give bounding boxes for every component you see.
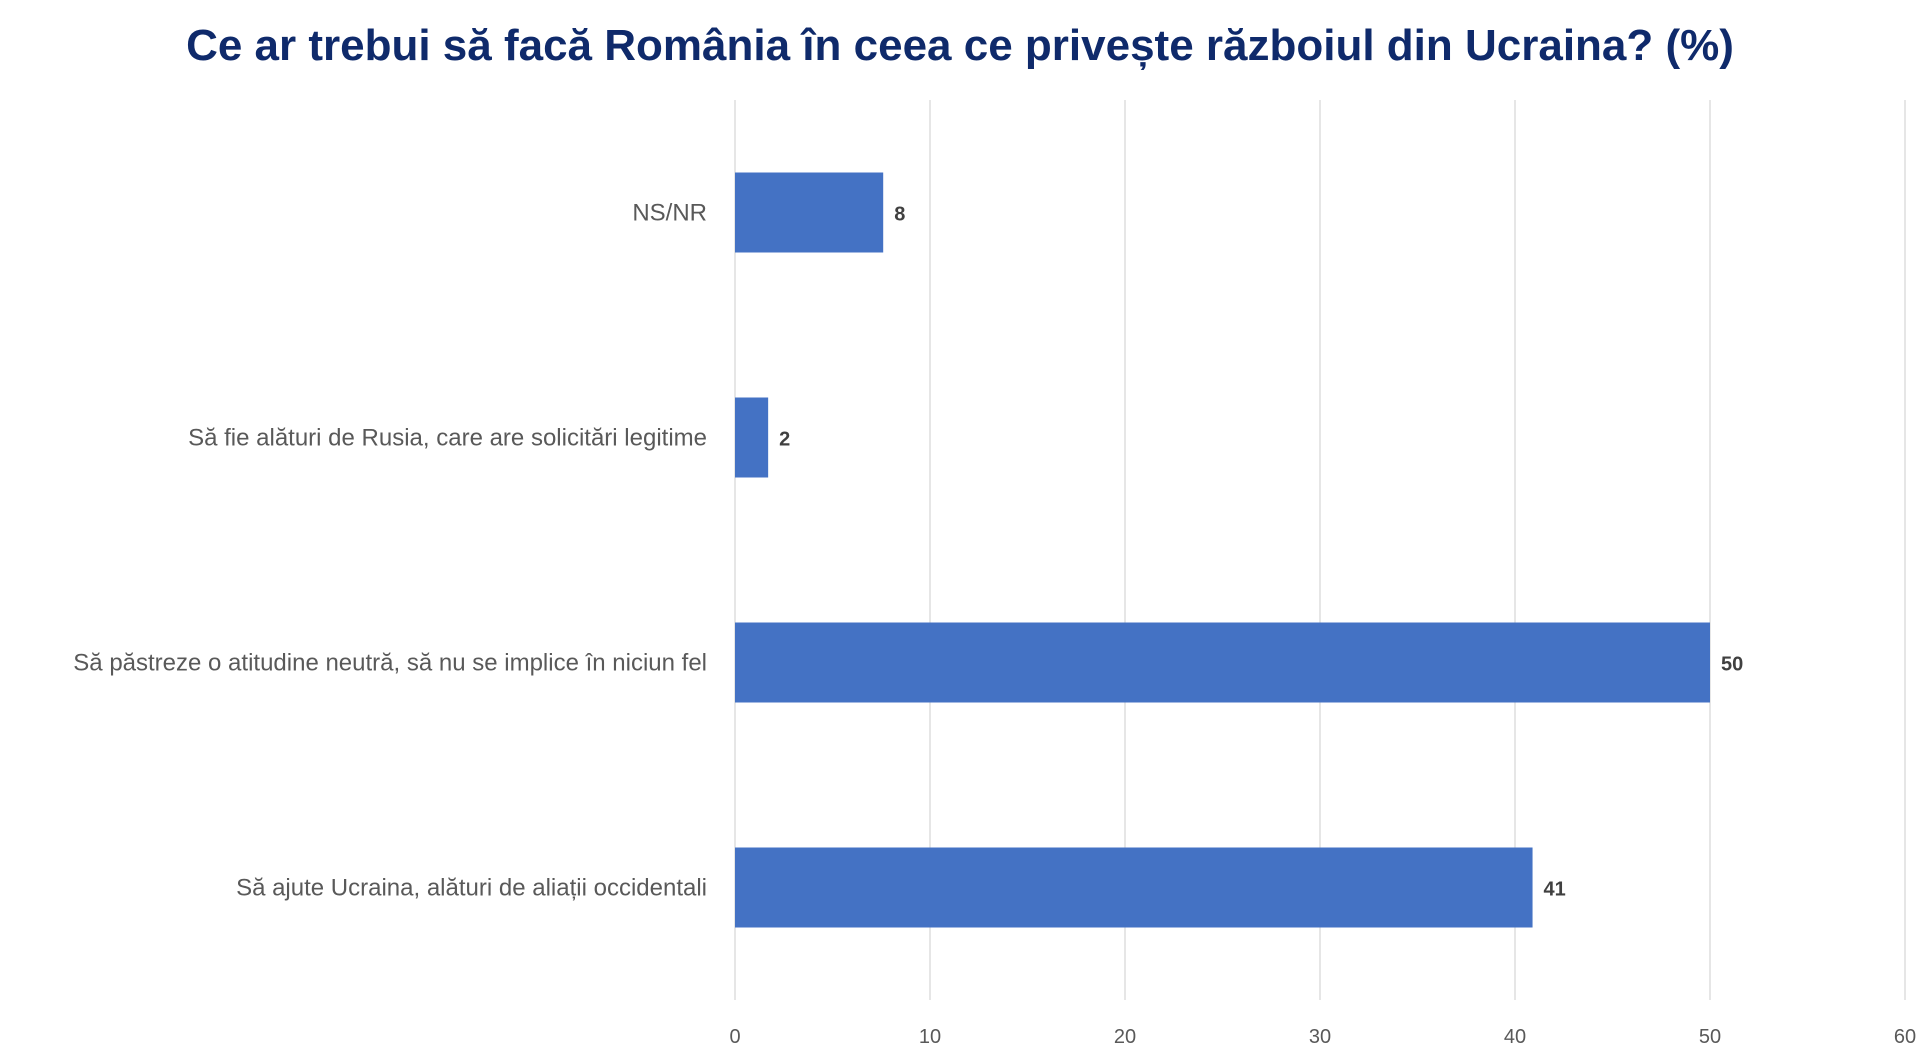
- data-labels: 8 2 50 41: [779, 204, 1743, 901]
- x-axis-ticks: 0 10 20 30 40 50 60: [729, 1026, 1916, 1048]
- x-tick-label: 40: [1504, 1026, 1526, 1048]
- category-label: NS/NR: [632, 200, 707, 227]
- x-tick-label: 0: [729, 1026, 740, 1048]
- bar: [735, 622, 1710, 703]
- x-tick-label: 10: [919, 1026, 941, 1048]
- bars: [735, 172, 1710, 928]
- category-label: Să ajute Ucraina, alături de aliații occ…: [236, 875, 707, 902]
- x-tick-label: 50: [1699, 1026, 1721, 1048]
- category-labels: NS/NR Să fie alături de Rusia, care are s…: [73, 200, 707, 902]
- x-tick-label: 30: [1309, 1026, 1331, 1048]
- data-label: 2: [779, 429, 790, 451]
- data-label: 8: [894, 204, 905, 226]
- bar: [735, 397, 769, 478]
- category-label: Să fie alături de Rusia, care are solici…: [188, 425, 707, 452]
- bar: [735, 847, 1533, 928]
- data-label: 41: [1544, 879, 1566, 901]
- bar: [735, 172, 884, 253]
- x-tick-label: 20: [1114, 1026, 1136, 1048]
- category-label: Să păstreze o atitudine neutră, să nu se…: [73, 650, 707, 677]
- x-tick-label: 60: [1894, 1026, 1916, 1048]
- chart-title: Ce ar trebui să facă România în ceea ce …: [186, 21, 1734, 70]
- data-label: 50: [1721, 654, 1743, 676]
